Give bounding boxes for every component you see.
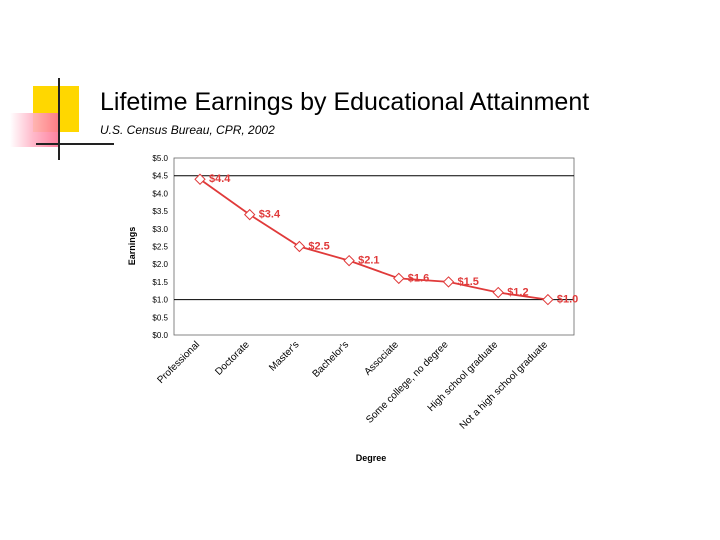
earnings-series-line: [199, 178, 549, 301]
y-axis-label: Earnings: [127, 227, 137, 266]
plot-area-border: [173, 157, 575, 336]
x-tick-label: Bachelor's: [311, 339, 352, 380]
data-point: [442, 276, 455, 288]
decorative-pink-gradient: [10, 113, 60, 147]
y-tick-label: $0.0: [152, 331, 168, 340]
decorative-vertical-line: [58, 78, 60, 160]
y-tick-label: $4.0: [152, 189, 168, 198]
y-tick-label: $3.0: [152, 225, 168, 234]
y-tick-label: $3.5: [152, 207, 168, 216]
y-tick-label: $4.5: [152, 172, 168, 181]
data-label: $2.1: [358, 255, 379, 267]
x-axis-label: Degree: [356, 453, 387, 463]
data-label: $1.2: [507, 287, 528, 299]
y-tick-label: $5.0: [152, 154, 168, 163]
y-tick-label: $1.0: [152, 296, 168, 305]
series-markers: [194, 173, 554, 306]
y-tick-label: $1.5: [152, 278, 168, 287]
x-tick-label: Master's: [267, 339, 301, 373]
data-label: $1.0: [557, 294, 578, 306]
data-point: [194, 173, 206, 185]
x-tick-label: Associate: [362, 339, 401, 378]
y-tick-label: $2.5: [152, 243, 168, 252]
decorative-horizontal-line: [36, 143, 114, 145]
data-point: [343, 254, 355, 267]
data-point: [542, 293, 554, 306]
data-label: $4.4: [209, 173, 231, 185]
series-line: [199, 178, 549, 301]
x-tick-label: Not a high school graduate: [458, 339, 551, 432]
y-tick-label: $0.5: [152, 313, 168, 322]
x-tick-label: Some college, no degree: [364, 339, 451, 426]
x-tick-label: Doctorate: [213, 339, 252, 378]
data-point: [492, 286, 504, 299]
data-point: [243, 208, 256, 221]
data-labels: $4.4 $3.4 $2.5 $2.1 $1.6 $1.5 $1.2 $1.0: [209, 173, 578, 305]
data-label: $1.5: [458, 276, 479, 288]
slide-subtitle: U.S. Census Bureau, CPR, 2002: [100, 123, 275, 137]
data-point: [393, 272, 405, 285]
x-axis-ticks: Professional Doctorate Master's Bachelor's A…: [155, 339, 550, 432]
slide-title: Lifetime Earnings by Educational Attainm…: [100, 88, 590, 116]
data-label: $1.6: [408, 272, 429, 284]
x-tick-label: Professional: [155, 339, 202, 386]
y-axis-ticks: $0.0 $0.5 $1.0 $1.5 $2.0 $2.5 $3.0 $3.5 $4.0 $4.5…: [152, 154, 168, 340]
data-label: $3.4: [259, 209, 281, 221]
plot-frame: [173, 157, 575, 336]
data-point: [293, 240, 306, 253]
data-label: $2.5: [308, 241, 329, 253]
y-tick-label: $2.0: [152, 260, 168, 269]
gridlines: [174, 175, 574, 301]
